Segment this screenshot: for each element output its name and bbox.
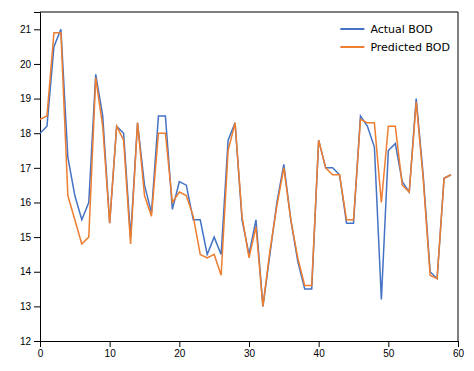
tick: 40	[314, 341, 326, 359]
tick-mark	[249, 341, 250, 347]
tick: 50	[383, 341, 395, 359]
tick-mark	[458, 341, 459, 347]
tick-label: 60	[453, 348, 465, 359]
tick: 16	[20, 197, 40, 208]
tick-label: 15	[20, 232, 32, 243]
tick-mark	[34, 272, 40, 273]
tick-mark	[179, 341, 180, 347]
tick: 0	[38, 341, 44, 359]
tick-label: 16	[20, 197, 32, 208]
tick: 20	[20, 59, 40, 70]
tick: 60	[453, 341, 465, 359]
legend-item: Predicted BOD	[340, 41, 450, 54]
tick-mark	[388, 341, 389, 347]
series-line	[40, 33, 451, 307]
tick: 18	[20, 128, 40, 139]
tick: 15	[20, 232, 40, 243]
tick-mark	[34, 237, 40, 238]
tick-label: 0	[38, 348, 44, 359]
legend-swatch	[340, 28, 364, 30]
tick-label: 21	[20, 24, 32, 35]
tick: 21	[20, 24, 40, 35]
tick-label: 30	[244, 348, 256, 359]
legend-label: Actual BOD	[370, 23, 432, 36]
tick-mark	[319, 341, 320, 347]
tick-label: 19	[20, 93, 32, 104]
tick-label: 14	[20, 266, 32, 277]
tick: 10	[105, 341, 117, 359]
tick-mark	[34, 133, 40, 134]
frame-right	[458, 12, 459, 341]
series-group	[40, 29, 451, 306]
tick-mark	[34, 64, 40, 65]
tick-mark	[110, 341, 111, 347]
frame-top	[40, 12, 458, 13]
series-line	[40, 29, 451, 306]
tick: 13	[20, 301, 40, 312]
tick-label: 40	[314, 348, 326, 359]
tick-label: 20	[174, 348, 186, 359]
tick-label: 12	[20, 336, 32, 347]
tick-mark	[34, 168, 40, 169]
tick-mark	[34, 202, 40, 203]
x-axis: 0 10 20 30 40 50 60	[38, 341, 465, 359]
tick: 14	[20, 266, 40, 277]
tick-label: 18	[20, 128, 32, 139]
chart-container: 0 10 20 30 40 50 60 12 13 14 15 16 17 18 19 20 21 Actual …	[0, 0, 474, 371]
tick-label: 13	[20, 301, 32, 312]
legend-swatch	[340, 46, 364, 48]
tick: 30	[244, 341, 256, 359]
tick-mark	[34, 341, 40, 342]
tick-label: 17	[20, 163, 32, 174]
tick-mark	[34, 99, 40, 100]
legend: Actual BOD Predicted BOD	[340, 23, 450, 54]
x-axis-line	[41, 342, 459, 348]
legend-item: Actual BOD	[340, 23, 432, 36]
chart-svg: 0 10 20 30 40 50 60 12 13 14 15 16 17 18 19 20 21 Actual …	[0, 0, 474, 371]
tick: 20	[174, 341, 186, 359]
y-axis-line	[34, 13, 41, 342]
tick-mark	[34, 29, 40, 30]
tick-label: 20	[20, 59, 32, 70]
plot-area: 0 10 20 30 40 50 60 12 13 14 15 16 17 18 19 20 21 Actual …	[20, 12, 465, 359]
tick: 17	[20, 163, 40, 174]
tick-label: 50	[383, 348, 395, 359]
y-axis: 12 13 14 15 16 17 18 19 20 21	[20, 13, 41, 347]
legend-label: Predicted BOD	[370, 41, 450, 54]
tick-label: 10	[105, 348, 117, 359]
tick: 12	[20, 336, 40, 347]
tick-mark	[34, 306, 40, 307]
tick: 19	[20, 93, 40, 104]
